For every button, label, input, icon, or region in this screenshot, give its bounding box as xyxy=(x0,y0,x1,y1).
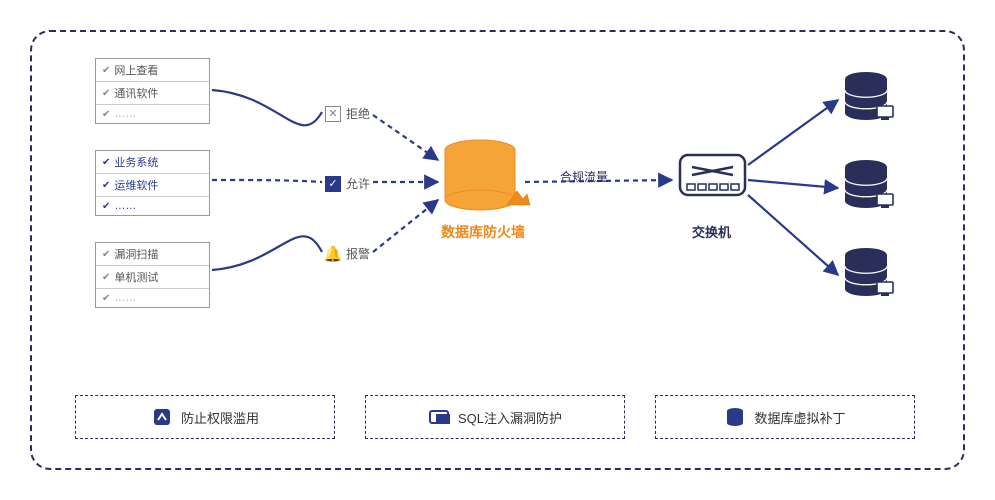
source-row-label: 网上查看 xyxy=(114,62,158,78)
source-row: ✔ …… xyxy=(96,197,209,215)
source-box-src3: ✔ 漏洞扫描 ✔ 单机测试 ✔ …… xyxy=(95,242,210,308)
source-row: ✔ 单机测试 xyxy=(96,266,209,289)
action-label: 拒绝 xyxy=(346,105,370,122)
source-row: ✔ 业务系统 xyxy=(96,151,209,174)
feature-label: 防止权限滥用 xyxy=(181,408,259,427)
alert-icon: 🔔 xyxy=(325,246,341,262)
source-row-label: 单机测试 xyxy=(114,269,158,285)
check-icon: ✔ xyxy=(102,88,110,99)
check-icon: ✔ xyxy=(102,65,110,76)
source-row-label: …… xyxy=(114,292,136,304)
check-icon: ✔ xyxy=(102,157,110,168)
source-row: ✔ 网上查看 xyxy=(96,59,209,82)
check-icon: ✔ xyxy=(102,249,110,260)
source-row: ✔ 漏洞扫描 xyxy=(96,243,209,266)
flow-label: 合规流量 xyxy=(560,168,608,185)
source-row: ✔ …… xyxy=(96,105,209,123)
source-row-label: 漏洞扫描 xyxy=(114,246,158,262)
feature-label: 数据库虚拟补丁 xyxy=(754,408,845,427)
feature-box-f2: SQL注入漏洞防护 xyxy=(365,395,625,439)
source-row-label: 业务系统 xyxy=(114,154,158,170)
action-allow: ✓ 允许 xyxy=(325,175,370,192)
check-icon: ✔ xyxy=(102,293,110,304)
switch-label: 交换机 xyxy=(692,222,731,241)
feature-label: SQL注入漏洞防护 xyxy=(458,408,562,427)
source-box-src1: ✔ 网上查看 ✔ 通讯软件 ✔ …… xyxy=(95,58,210,124)
patch-icon xyxy=(724,406,746,428)
check-icon: ✔ xyxy=(102,180,110,191)
feature-box-f1: 防止权限滥用 xyxy=(75,395,335,439)
source-row: ✔ 运维软件 xyxy=(96,174,209,197)
action-alert: 🔔 报警 xyxy=(325,245,370,262)
action-label: 报警 xyxy=(346,245,370,262)
sql-icon xyxy=(428,406,450,428)
source-row-label: 通讯软件 xyxy=(114,85,158,101)
allow-icon: ✓ xyxy=(325,176,341,192)
action-block: ✕ 拒绝 xyxy=(325,105,370,122)
block-icon: ✕ xyxy=(325,106,341,122)
firewall-label: 数据库防火墙 xyxy=(428,222,538,242)
action-label: 允许 xyxy=(346,175,370,192)
source-row-label: …… xyxy=(114,108,136,120)
source-row: ✔ …… xyxy=(96,289,209,307)
prevent-icon xyxy=(151,406,173,428)
feature-box-f3: 数据库虚拟补丁 xyxy=(655,395,915,439)
source-row-label: …… xyxy=(114,200,136,212)
source-row-label: 运维软件 xyxy=(114,177,158,193)
source-box-src2: ✔ 业务系统 ✔ 运维软件 ✔ …… xyxy=(95,150,210,216)
source-row: ✔ 通讯软件 xyxy=(96,82,209,105)
check-icon: ✔ xyxy=(102,201,110,212)
check-icon: ✔ xyxy=(102,109,110,120)
check-icon: ✔ xyxy=(102,272,110,283)
